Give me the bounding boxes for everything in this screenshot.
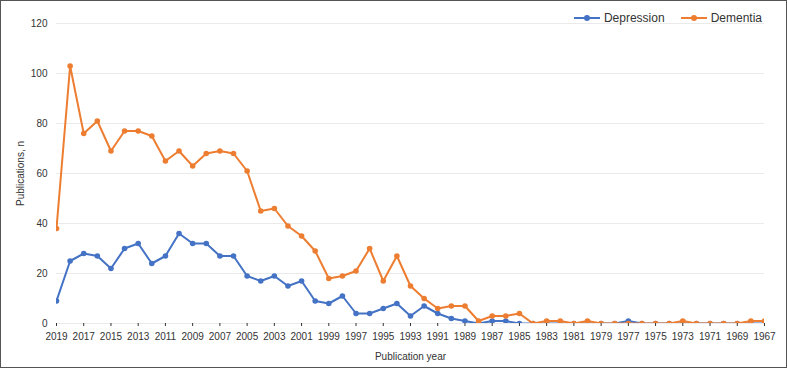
svg-text:2005: 2005 xyxy=(236,331,259,342)
svg-text:1973: 1973 xyxy=(672,331,695,342)
svg-text:1999: 1999 xyxy=(318,331,341,342)
svg-text:20: 20 xyxy=(36,268,48,279)
svg-text:120: 120 xyxy=(31,18,48,29)
svg-text:60: 60 xyxy=(36,168,48,179)
svg-text:100: 100 xyxy=(31,68,48,79)
svg-text:1971: 1971 xyxy=(699,331,722,342)
svg-text:1969: 1969 xyxy=(726,331,749,342)
svg-text:1991: 1991 xyxy=(427,331,450,342)
svg-text:1985: 1985 xyxy=(508,331,531,342)
svg-text:2015: 2015 xyxy=(100,331,123,342)
svg-text:0: 0 xyxy=(42,318,48,329)
html-text:Depression: Depression xyxy=(603,11,665,25)
svg-text:80: 80 xyxy=(36,118,48,129)
svg-text:2011: 2011 xyxy=(155,331,177,342)
svg-text:1995: 1995 xyxy=(372,331,395,342)
svg-text:1975: 1975 xyxy=(644,331,667,342)
svg-text:2019: 2019 xyxy=(45,331,68,342)
svg-text:2017: 2017 xyxy=(73,331,96,342)
svg-text:1987: 1987 xyxy=(481,331,504,342)
svg-text:40: 40 xyxy=(36,218,48,229)
svg-text:1983: 1983 xyxy=(536,331,559,342)
svg-text:1967: 1967 xyxy=(753,331,776,342)
svg-text:1997: 1997 xyxy=(345,331,368,342)
svg-text:1993: 1993 xyxy=(399,331,422,342)
svg-text:2009: 2009 xyxy=(182,331,205,342)
svg-text:1989: 1989 xyxy=(454,331,477,342)
svg-text:2013: 2013 xyxy=(127,331,150,342)
svg-text:Publication year: Publication year xyxy=(375,351,447,362)
svg-text:1977: 1977 xyxy=(617,331,640,342)
svg-text:2001: 2001 xyxy=(290,331,313,342)
svg-text:Publications, n: Publications, n xyxy=(15,141,26,206)
svg-text:1979: 1979 xyxy=(590,331,613,342)
svg-text:1981: 1981 xyxy=(563,331,586,342)
svg-text:2003: 2003 xyxy=(263,331,286,342)
html-text:Dementia: Dementia xyxy=(710,11,762,25)
svg-text:2007: 2007 xyxy=(209,331,232,342)
